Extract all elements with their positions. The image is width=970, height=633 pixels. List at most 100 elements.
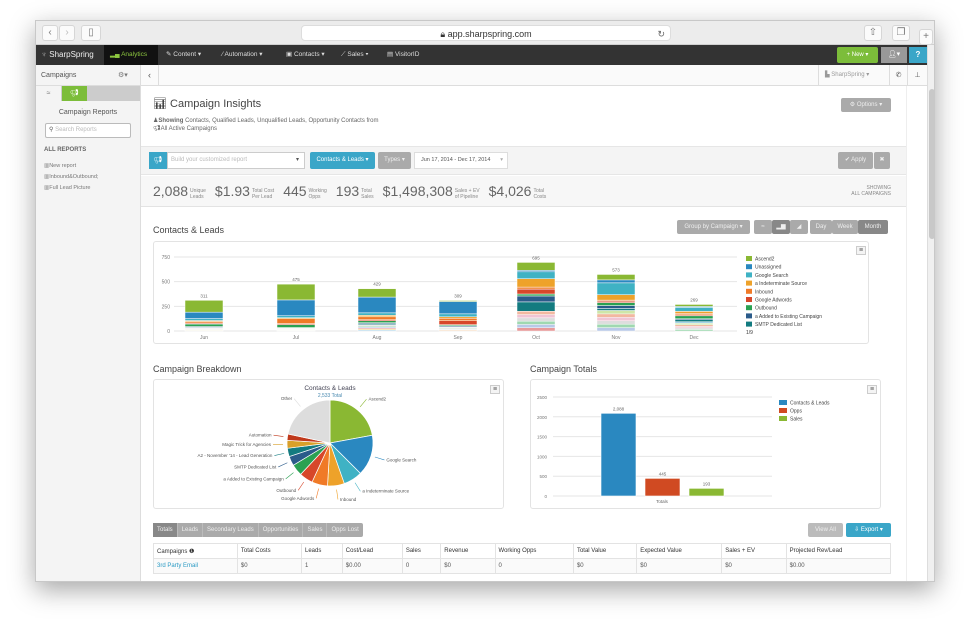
back-button[interactable]: ‹ [42, 25, 58, 41]
bar-segment[interactable] [674, 315, 714, 320]
bar-chart-icon[interactable]: ▂▆ [772, 220, 790, 234]
bar-segment-other[interactable] [674, 324, 714, 327]
nav-analytics[interactable]: ▂▄ Analytics ▾ [104, 45, 158, 78]
tabs-icon[interactable]: ❐ [892, 25, 910, 41]
sidebar-toggle-icon[interactable]: ▯ [81, 25, 101, 41]
column-header[interactable]: Expected Value [636, 543, 723, 559]
nav-automation[interactable]: ⁄ Automation ▾ [222, 51, 263, 58]
bar-segment[interactable] [357, 316, 397, 321]
table-tab[interactable]: Opportunities [257, 523, 303, 537]
bar-segment[interactable] [357, 320, 397, 323]
clear-filter-button[interactable]: ✖ [874, 152, 890, 169]
help-icon[interactable]: ? [909, 47, 927, 63]
options-button[interactable]: ⚙ Options ▾ [841, 98, 891, 112]
legend-item[interactable]: Google Adwords [755, 298, 792, 304]
bar-segment-other[interactable] [516, 320, 556, 325]
bar-segment[interactable] [596, 279, 636, 284]
legend-item[interactable]: Sales [790, 417, 803, 423]
bar-segment-other[interactable] [674, 326, 714, 329]
bar-segment-other[interactable] [516, 314, 556, 319]
group-by-dropdown[interactable]: Group by Campaign ▾ [677, 220, 750, 234]
chart-menu-icon[interactable]: ≡ [490, 385, 500, 394]
search-reports-input[interactable]: ⚲ Search Reports [45, 123, 131, 138]
bar-segment-other[interactable] [596, 323, 636, 328]
column-header[interactable]: Total Costs [236, 543, 302, 559]
chart-menu-icon[interactable]: ≡ [856, 246, 866, 255]
bar-segment[interactable] [438, 301, 478, 315]
bar-segment[interactable] [516, 271, 556, 279]
legend-item[interactable]: Contacts & Leads [790, 401, 830, 407]
column-header[interactable]: Sales + EV [721, 543, 787, 559]
pie-slice[interactable] [329, 399, 373, 444]
report-link[interactable]: ▥Inbound&Outbound; [44, 174, 99, 180]
bar-segment[interactable] [276, 299, 316, 316]
bar-segment-other[interactable] [596, 327, 636, 332]
bar[interactable] [644, 478, 681, 497]
bar-segment-other[interactable] [516, 311, 556, 315]
table-tab[interactable]: Totals [153, 523, 177, 537]
bar-segment[interactable] [276, 318, 316, 324]
bar-segment[interactable] [357, 296, 397, 314]
bar-segment-other[interactable] [516, 327, 556, 332]
nav-contacts[interactable]: ▣ Contacts ▾ [286, 51, 325, 58]
column-header[interactable]: Leads [300, 543, 343, 559]
legend-item[interactable]: Ascend2 [755, 257, 775, 263]
campaigns-tab-megaphone-icon[interactable]: 📢︎ [62, 86, 87, 101]
account-switcher[interactable]: ▙ SharpSpring ▾ [818, 65, 888, 86]
gear-icon[interactable]: ⚙▾ [118, 72, 128, 79]
bar-segment-other[interactable] [596, 310, 636, 315]
bar-segment[interactable] [438, 313, 478, 318]
bar-segment-other[interactable] [674, 323, 714, 326]
legend-item[interactable]: a Indeterminate Source [755, 281, 807, 287]
bar-segment[interactable] [596, 302, 636, 306]
phone-icon[interactable]: ✆ [889, 65, 907, 86]
report-link[interactable]: ▥New report [44, 163, 77, 169]
view-all-button[interactable]: View All [808, 523, 843, 537]
report-builder-select[interactable]: Build your customized report ▾ [167, 152, 305, 169]
period-week[interactable]: Week [832, 220, 858, 234]
bar-segment[interactable] [184, 311, 224, 319]
legend-item[interactable]: Outbound [755, 306, 777, 312]
bar-segment[interactable] [184, 300, 224, 313]
bar-segment[interactable] [438, 318, 478, 321]
bar-segment[interactable] [516, 288, 556, 295]
scrollbar-thumb[interactable] [929, 89, 934, 239]
legend-item[interactable]: SMTP Dedicated List [755, 322, 802, 328]
bar-segment[interactable] [516, 278, 556, 288]
period-day[interactable]: Day [810, 220, 832, 234]
bar-segment[interactable] [516, 295, 556, 303]
bar[interactable] [688, 488, 725, 497]
bar-segment[interactable] [184, 323, 224, 327]
bar-segment[interactable] [438, 300, 478, 302]
bar-segment[interactable] [596, 308, 636, 311]
table-tab[interactable]: Sales [302, 523, 326, 537]
bar-segment-other[interactable] [596, 313, 636, 318]
line-chart-icon[interactable]: ≈ [754, 220, 772, 234]
area-chart-icon[interactable]: ◢ [790, 220, 808, 234]
bar-segment[interactable] [596, 294, 636, 301]
legend-item[interactable]: a Added to Existing Campaign [755, 314, 822, 320]
bar-segment[interactable] [516, 262, 556, 271]
column-header[interactable]: Cost/Lead [341, 543, 403, 559]
export-button[interactable]: ⇩ Export ▾ [846, 523, 891, 537]
bar-segment-other[interactable] [674, 329, 714, 332]
period-month[interactable]: Month [858, 220, 888, 234]
bar-segment[interactable] [674, 304, 714, 307]
bar-segment[interactable] [596, 274, 636, 281]
reload-icon[interactable]: ↻ [657, 29, 665, 39]
forward-button[interactable]: › [59, 25, 75, 41]
legend-item[interactable]: Unassigned [755, 265, 782, 271]
legend-item[interactable]: Opps [790, 409, 802, 415]
bar-segment[interactable] [276, 283, 316, 301]
metric-dropdown[interactable]: Contacts & Leads ▾ [310, 152, 375, 169]
pin-icon[interactable]: ⊥ [907, 65, 927, 86]
sharpspring-logo[interactable]: ♆ SharpSpring [41, 50, 94, 59]
bar-segment[interactable] [674, 311, 714, 314]
date-range-picker[interactable]: Jun 17, 2014 - Dec 17, 2014 ▾ [414, 152, 508, 169]
table-tab[interactable]: Leads [176, 523, 202, 537]
bar-segment[interactable] [184, 318, 224, 321]
bar-segment[interactable] [596, 282, 636, 295]
bar-segment[interactable] [674, 319, 714, 322]
bar-segment[interactable] [276, 324, 316, 328]
apply-button[interactable]: ✔ Apply [838, 152, 873, 169]
